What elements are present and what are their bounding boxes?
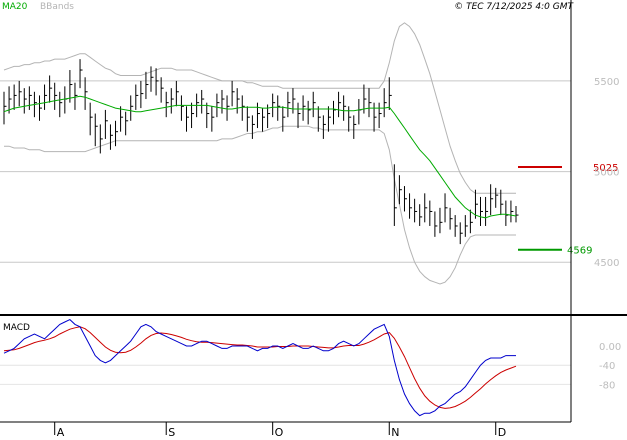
grid bbox=[0, 80, 571, 385]
moving-average bbox=[3, 95, 517, 219]
x-tick-label: A bbox=[57, 426, 65, 439]
resistance-label: 5025 bbox=[593, 163, 618, 174]
y-tick-label: 5000 bbox=[594, 168, 619, 179]
macd-signal-line bbox=[3, 326, 517, 409]
y-tick-label: 5500 bbox=[594, 77, 619, 88]
macd-tick-label: 0.00 bbox=[599, 342, 621, 353]
x-tick-label: S bbox=[168, 426, 175, 439]
support-resistance: 5025 4569 bbox=[518, 163, 618, 257]
bbands-legend-label: BBands bbox=[40, 2, 74, 12]
bband-upper-line bbox=[3, 22, 516, 194]
macd-line bbox=[3, 319, 516, 417]
bband-lower-line bbox=[4, 125, 516, 285]
ma20-line bbox=[3, 95, 517, 219]
macd-panel bbox=[0, 314, 627, 417]
bollinger-bands bbox=[3, 22, 516, 285]
x-tick-label: D bbox=[498, 426, 506, 439]
support-label: 4569 bbox=[567, 246, 592, 257]
macd-tick-label: -40 bbox=[599, 361, 615, 372]
macd-title: MACD bbox=[3, 323, 30, 333]
x-tick-label: N bbox=[391, 426, 399, 439]
ma-legend-label: MA20 bbox=[2, 2, 28, 12]
price-bars bbox=[3, 59, 519, 245]
copyright-label: © TEC 7/12/2025 4:0 GMT bbox=[454, 2, 574, 12]
macd-tick-label: -80 bbox=[599, 380, 615, 391]
x-tick-label: O bbox=[275, 426, 284, 439]
y-tick-label: 4500 bbox=[594, 258, 619, 269]
